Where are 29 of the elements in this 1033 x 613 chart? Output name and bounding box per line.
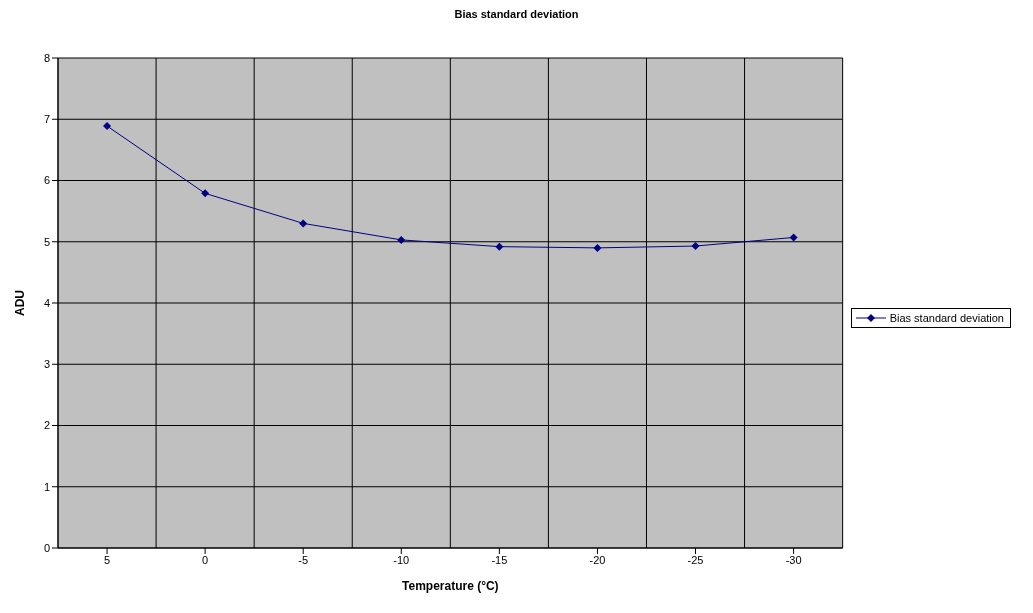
x-tick-label: -10 — [393, 553, 410, 566]
y-axis-title: ADU — [13, 290, 28, 316]
y-tick-label: 7 — [43, 113, 50, 126]
y-tick-label: 3 — [43, 358, 50, 371]
point — [495, 242, 504, 251]
point — [593, 243, 602, 252]
x-tick-label: -20 — [589, 553, 606, 566]
y-tick-label: 6 — [43, 174, 50, 187]
x-tick-label: -15 — [491, 553, 508, 566]
x-axis-title: Temperature (°C) — [402, 579, 499, 593]
y-tick-label: 4 — [43, 296, 50, 309]
point — [201, 189, 210, 198]
y-tick-label: 5 — [43, 235, 50, 248]
y-tick-label: 1 — [43, 480, 50, 493]
y-tick-label: 8 — [43, 51, 50, 64]
x-tick-label: -5 — [298, 553, 309, 566]
x-tick-label: 0 — [202, 553, 209, 566]
x-tick-label: 5 — [103, 553, 111, 566]
legend-label: Bias standard deviation — [889, 312, 1004, 324]
y-tick-label: 2 — [43, 419, 50, 432]
x-tick-label: -25 — [687, 553, 704, 566]
chart-title: Bias standard deviation — [453, 8, 580, 22]
point — [789, 233, 798, 242]
y-tick-label: 0 — [43, 541, 50, 554]
point — [691, 242, 700, 251]
point — [103, 121, 112, 130]
point — [299, 219, 308, 228]
x-tick-label: -30 — [785, 553, 802, 566]
point — [397, 235, 406, 244]
